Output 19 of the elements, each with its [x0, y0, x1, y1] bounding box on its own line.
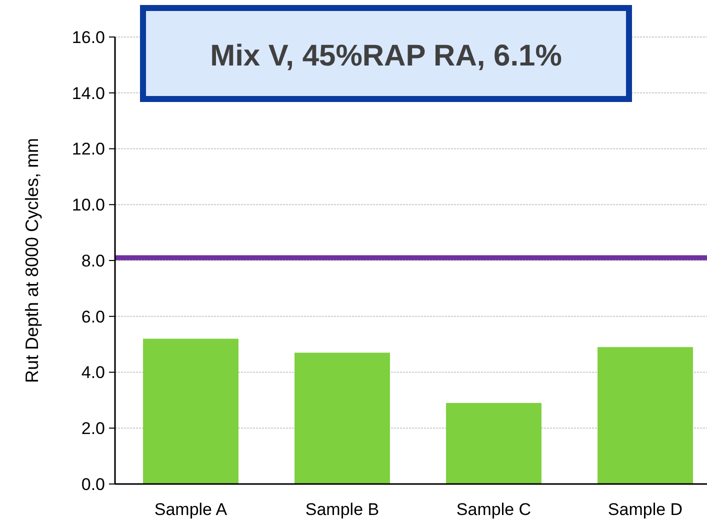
y-tick-label: 16.0 [72, 28, 105, 47]
y-tick-label: 0.0 [81, 474, 105, 494]
chart-title: Mix V, 45%RAP RA, 6.1% [210, 40, 562, 72]
bar [294, 352, 390, 484]
y-tick-label: 4.0 [81, 363, 105, 382]
y-axis-title: Rut Depth at 8000 Cycles, mm [22, 138, 42, 384]
y-tick-label: 14.0 [72, 84, 105, 103]
bar [143, 338, 238, 484]
y-tick-label: 6.0 [81, 307, 105, 326]
x-tick-label: Sample D [608, 500, 683, 519]
bar [598, 347, 693, 484]
y-tick-label: 2.0 [81, 419, 105, 438]
x-tick-label: Sample C [456, 500, 532, 519]
y-tick-label: 10.0 [72, 196, 105, 215]
y-tick-label: 12.0 [72, 140, 105, 159]
x-tick-label: Sample A [154, 500, 228, 519]
y-tick-label: 8.0 [81, 251, 105, 270]
bar [446, 402, 542, 484]
x-tick-label: Sample B [305, 500, 380, 519]
